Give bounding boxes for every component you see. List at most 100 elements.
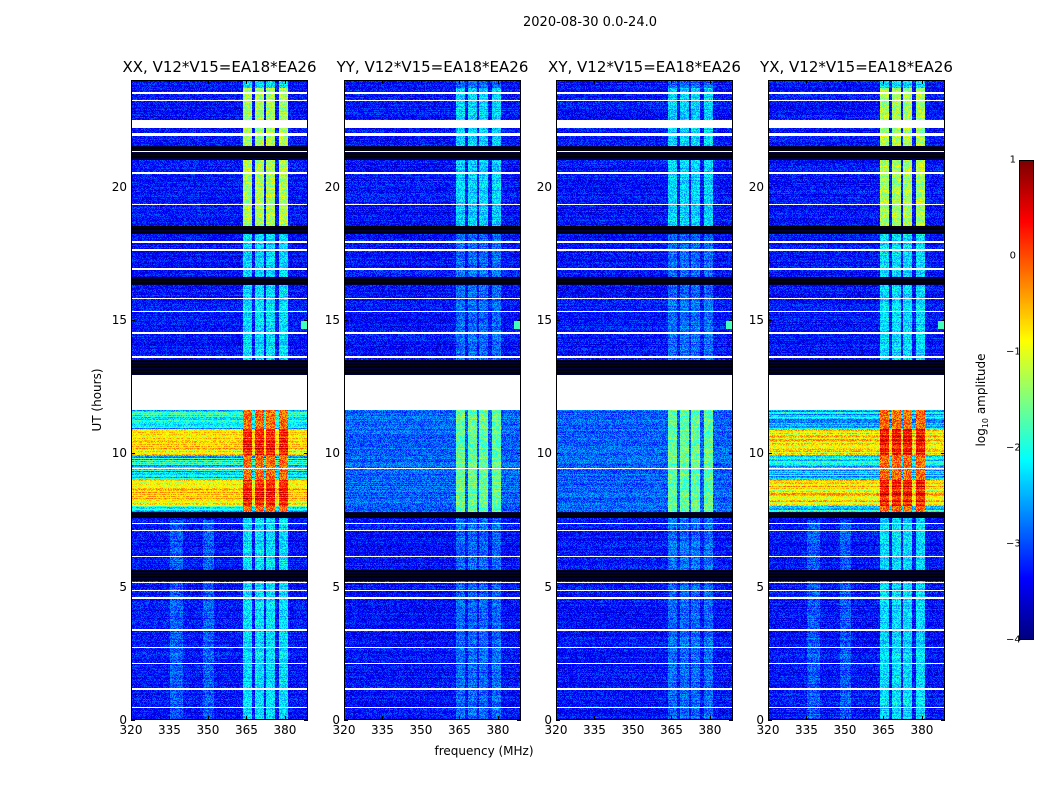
y-tick-mark	[304, 320, 308, 321]
panel-title: YY, V12*V15=EA18*EA26	[336, 58, 529, 76]
x-tick-mark	[131, 80, 132, 84]
y-tick-mark	[131, 586, 135, 588]
x-tick-label: 380	[698, 723, 722, 737]
y-tick-mark	[517, 720, 521, 721]
x-tick-mark	[284, 716, 286, 720]
y-tick-mark	[941, 320, 945, 321]
x-tick-mark	[497, 80, 499, 84]
x-tick-mark	[556, 716, 557, 720]
colorbar-tick-label: −1	[1006, 346, 1021, 358]
y-tick-mark	[517, 320, 521, 321]
y-tick-mark	[729, 586, 733, 588]
x-tick-mark	[671, 80, 673, 84]
y-tick-label: 10	[536, 446, 552, 461]
x-tick-label: 365	[871, 723, 895, 737]
y-tick-label: 20	[324, 179, 340, 194]
y-tick-mark	[729, 320, 733, 321]
colorbar	[1019, 160, 1034, 640]
x-tick-mark	[768, 716, 769, 720]
plot-frame	[768, 80, 945, 720]
y-tick-label: 10	[324, 446, 340, 461]
x-tick-label: 380	[910, 723, 934, 737]
y-axis-label: UT (hours)	[90, 368, 104, 432]
x-tick-mark	[594, 716, 596, 720]
x-tick-mark	[169, 80, 171, 84]
y-tick-mark	[729, 186, 733, 188]
y-tick-label: 15	[536, 313, 552, 327]
colorbar-tick-label: −3	[1006, 538, 1021, 550]
y-tick-label: 0	[332, 713, 340, 727]
x-tick-mark	[671, 716, 673, 720]
x-tick-mark	[382, 80, 384, 84]
x-tick-label: 320	[544, 723, 568, 737]
x-tick-mark	[806, 716, 808, 720]
colorbar-label-sub: 10	[981, 417, 991, 429]
x-tick-mark	[420, 80, 422, 84]
y-tick-mark	[344, 453, 348, 455]
y-tick-mark	[344, 720, 348, 721]
y-tick-label: 20	[536, 179, 552, 194]
y-tick-label: 10	[748, 446, 764, 461]
x-tick-mark	[632, 716, 634, 720]
y-tick-mark	[768, 453, 772, 455]
x-tick-mark	[169, 716, 171, 720]
y-tick-mark	[941, 720, 945, 721]
y-tick-mark	[941, 453, 945, 455]
x-tick-label: 350	[621, 723, 645, 737]
y-tick-label: 0	[756, 713, 764, 727]
x-tick-mark	[246, 80, 248, 84]
x-tick-label: 380	[486, 723, 510, 737]
x-tick-mark	[709, 80, 711, 84]
spectrogram-image	[768, 80, 945, 720]
y-tick-mark	[517, 586, 521, 588]
y-tick-mark	[729, 720, 733, 721]
colorbar-label: log10 amplitude	[974, 354, 990, 447]
plot-frame	[131, 80, 308, 720]
y-tick-label: 5	[756, 579, 764, 594]
x-tick-label: 365	[659, 723, 683, 737]
x-tick-mark	[632, 80, 634, 84]
x-tick-label: 335	[583, 723, 606, 737]
spectrogram-panel-0: XX, V12*V15=EA18*EA26	[122, 58, 317, 720]
x-tick-label: 320	[119, 723, 143, 737]
spectrogram-image	[131, 80, 308, 720]
y-tick-mark	[131, 186, 135, 188]
spectrogram-image	[556, 80, 733, 720]
y-tick-mark	[556, 586, 560, 588]
y-tick-mark	[556, 320, 560, 321]
y-tick-mark	[768, 720, 772, 721]
y-tick-mark	[304, 186, 308, 188]
x-tick-mark	[246, 716, 248, 720]
x-tick-mark	[497, 716, 499, 720]
panel-title: YX, V12*V15=EA18*EA26	[760, 58, 953, 76]
x-tick-mark	[420, 716, 422, 720]
y-tick-mark	[344, 320, 348, 321]
x-tick-label: 380	[273, 723, 297, 737]
y-tick-mark	[729, 453, 733, 455]
x-tick-label: 350	[409, 723, 433, 737]
y-tick-mark	[941, 586, 945, 588]
spectrogram-panel-1: YY, V12*V15=EA18*EA26	[337, 58, 528, 720]
x-tick-mark	[131, 716, 132, 720]
x-tick-mark	[594, 80, 596, 84]
y-tick-mark	[131, 720, 135, 721]
y-tick-label: 0	[119, 713, 127, 727]
colorbar-tick-label: 1	[1009, 154, 1016, 166]
y-tick-mark	[556, 453, 560, 455]
colorbar-tick-label: −2	[1006, 442, 1021, 454]
spectrogram-image	[344, 80, 521, 720]
y-tick-label: 20	[111, 179, 127, 194]
x-tick-mark	[556, 80, 557, 84]
y-tick-label: 5	[119, 579, 127, 594]
x-axis-label: frequency (MHz)	[434, 744, 534, 758]
y-tick-mark	[768, 186, 772, 188]
y-tick-mark	[131, 320, 135, 321]
colorbar-label-rest: amplitude	[973, 353, 988, 418]
y-tick-mark	[517, 186, 521, 188]
figure-title: 2020-08-30 0.0-24.0	[523, 15, 657, 30]
x-tick-mark	[709, 716, 711, 720]
y-tick-label: 15	[748, 313, 764, 327]
x-tick-mark	[921, 80, 923, 84]
y-tick-mark	[304, 586, 308, 588]
y-tick-label: 10	[111, 446, 127, 461]
